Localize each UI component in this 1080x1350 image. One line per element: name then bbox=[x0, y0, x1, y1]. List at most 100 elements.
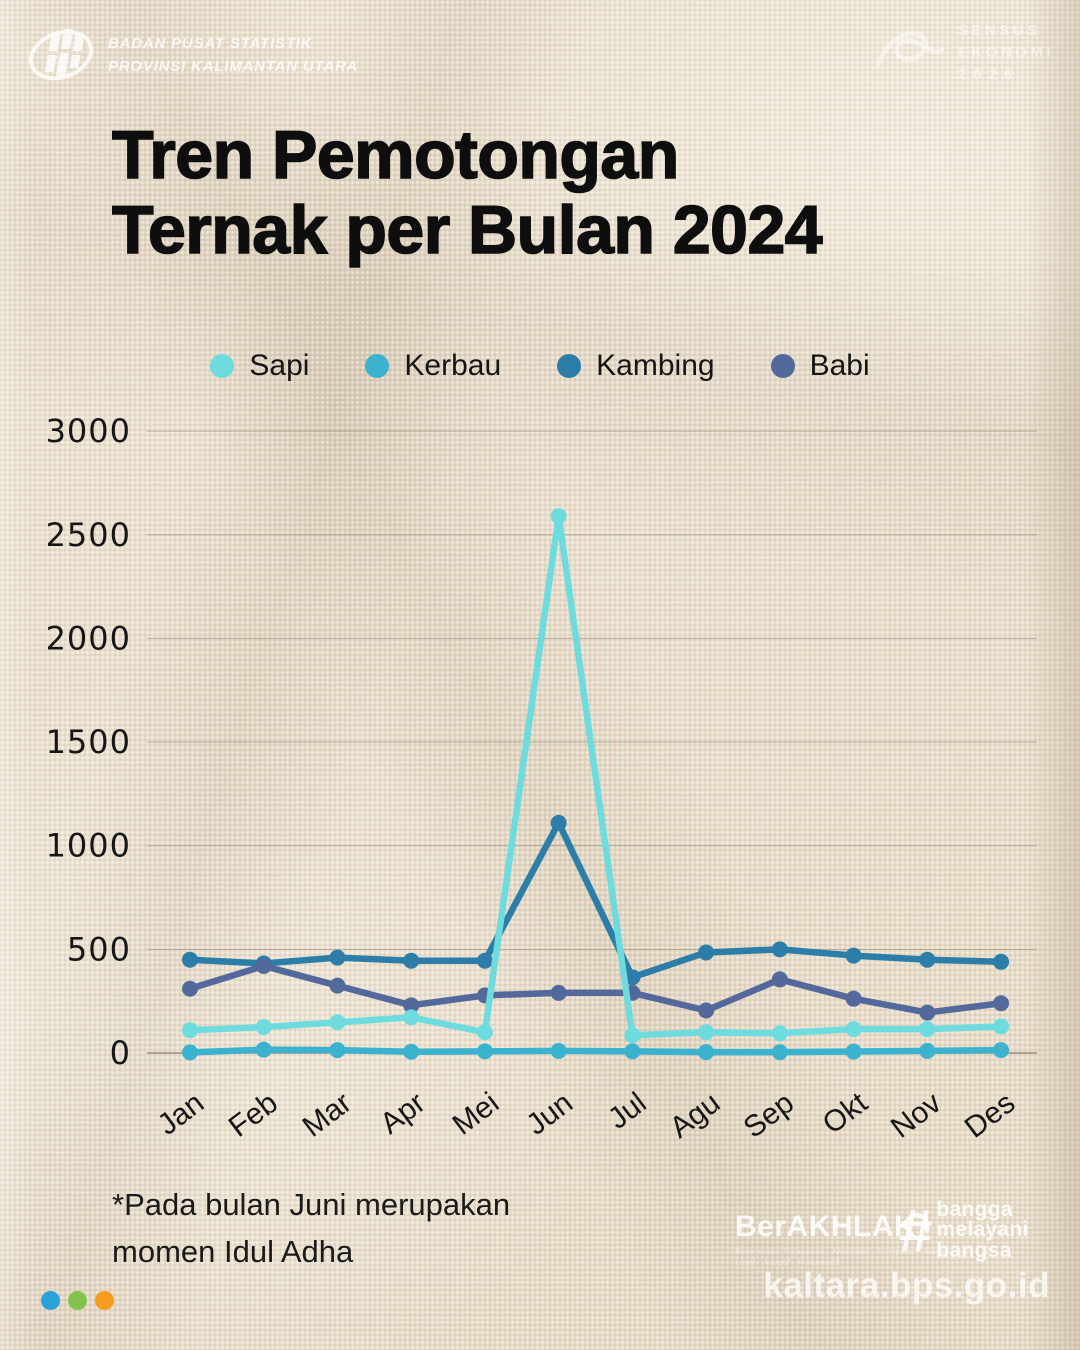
sensus-ekonomi-logo-icon bbox=[875, 30, 945, 68]
footer-dot-2 bbox=[68, 1291, 87, 1310]
legend-dot-kerbau-icon bbox=[365, 354, 390, 378]
point-babi-mar bbox=[329, 977, 346, 994]
sensus-ekonomi-text: SENSUS EKONOMI 2026 bbox=[958, 20, 1054, 85]
point-kambing-apr bbox=[403, 952, 420, 969]
page-title-line2: Ternak per Bulan 2024 bbox=[111, 191, 823, 268]
legend-item-kambing: Kambing bbox=[557, 349, 715, 383]
point-sapi-agu bbox=[698, 1024, 715, 1041]
point-kerbau-okt bbox=[845, 1043, 862, 1060]
xtick-label-agu: Agu bbox=[664, 1086, 726, 1144]
legend-label-kerbau: Kerbau bbox=[404, 349, 502, 382]
point-kambing-mei bbox=[476, 952, 493, 969]
series-kerbau bbox=[182, 1041, 1010, 1061]
xtick-label-feb: Feb bbox=[223, 1086, 284, 1143]
point-sapi-jun bbox=[550, 508, 567, 525]
series-line-sapi bbox=[186, 512, 1005, 1039]
bangga-melayani-bangsa-logo: # bangga melayani bangsa bbox=[898, 1196, 1029, 1265]
point-sapi-sep bbox=[771, 1025, 788, 1042]
org-name: BADAN PUSAT STATISTIK PROVINSI KALIMANTA… bbox=[108, 32, 358, 79]
series-sapi bbox=[182, 508, 1010, 1044]
legend-label-babi: Babi bbox=[809, 349, 870, 382]
point-kerbau-apr bbox=[403, 1043, 420, 1060]
point-kerbau-nov bbox=[919, 1042, 936, 1059]
point-babi-okt bbox=[845, 990, 862, 1007]
point-babi-des bbox=[993, 995, 1010, 1012]
footnote: *Pada bulan Juni merupakan momen Idul Ad… bbox=[112, 1182, 510, 1275]
page-title-line1: Tren Pemotongan bbox=[111, 117, 680, 193]
xtick-label-mei: Mei bbox=[447, 1086, 505, 1141]
xtick-label-jan: Jan bbox=[152, 1086, 210, 1141]
ytick-label-3000: 3000 bbox=[46, 412, 131, 450]
point-babi-jun bbox=[550, 984, 567, 1001]
hashtag-icon: # bbox=[898, 1197, 932, 1264]
org-name-line2: PROVINSI KALIMANTAN UTARA bbox=[108, 58, 359, 75]
point-sapi-feb bbox=[255, 1019, 272, 1036]
point-babi-sep bbox=[771, 971, 788, 988]
point-babi-agu bbox=[698, 1002, 715, 1019]
point-kambing-des bbox=[993, 953, 1010, 970]
hashtag-word-bangsa: bangsa bbox=[936, 1238, 1012, 1262]
sensus-year: 2026 bbox=[957, 65, 1020, 83]
xtick-label-des: Des bbox=[959, 1086, 1021, 1144]
series-line-kerbau bbox=[186, 1046, 1005, 1056]
bps-brand: BADAN PUSAT STATISTIK PROVINSI KALIMANTA… bbox=[26, 20, 358, 90]
org-name-line1: BADAN PUSAT STATISTIK bbox=[108, 34, 313, 52]
point-kerbau-jul bbox=[624, 1043, 641, 1060]
point-kerbau-mei bbox=[476, 1043, 493, 1060]
point-kerbau-des bbox=[993, 1042, 1010, 1059]
point-babi-apr bbox=[403, 997, 420, 1014]
point-babi-feb bbox=[255, 957, 272, 974]
legend-item-kerbau: Kerbau bbox=[365, 349, 501, 383]
point-kambing-agu bbox=[698, 944, 715, 961]
sensus-line1: SENSUS bbox=[957, 22, 1041, 39]
series-babi bbox=[182, 957, 1010, 1021]
point-sapi-apr bbox=[403, 1009, 420, 1026]
legend-dot-sapi-icon bbox=[210, 354, 235, 378]
xtick-label-apr: Apr bbox=[374, 1086, 431, 1140]
chart-legend: Sapi Kerbau Kambing Babi bbox=[0, 349, 1080, 383]
point-kerbau-sep bbox=[771, 1044, 788, 1061]
point-kambing-jun bbox=[550, 814, 567, 831]
point-babi-jan bbox=[182, 980, 198, 997]
berakhlak-logo: BerAKHLAK❯ Berorientasi Pelayanan · Akun… bbox=[735, 1202, 962, 1269]
xtick-label-jul: Jul bbox=[602, 1086, 652, 1135]
point-sapi-jan bbox=[182, 1022, 198, 1039]
point-kerbau-jun bbox=[550, 1042, 567, 1059]
legend-item-babi: Babi bbox=[770, 349, 870, 383]
series-kambing bbox=[182, 814, 1010, 986]
ytick-label-1500: 1500 bbox=[46, 723, 131, 761]
point-sapi-mei bbox=[476, 1024, 493, 1041]
footnote-line2: momen Idul Adha bbox=[112, 1233, 354, 1269]
hashtag-word-melayani: melayani bbox=[936, 1218, 1029, 1242]
ytick-label-0: 0 bbox=[110, 1034, 131, 1072]
footer-dot-3 bbox=[95, 1291, 114, 1310]
legend-dot-babi-icon bbox=[770, 354, 795, 378]
bps-logo-icon bbox=[28, 29, 94, 81]
xtick-label-sep: Sep bbox=[738, 1086, 800, 1144]
xtick-label-jun: Jun bbox=[520, 1086, 578, 1141]
legend-dot-kambing-icon bbox=[557, 354, 582, 378]
point-kerbau-jan bbox=[182, 1044, 198, 1061]
ytick-label-2000: 2000 bbox=[46, 619, 131, 657]
footer-dots bbox=[41, 1291, 114, 1310]
footnote-line1: *Pada bulan Juni merupakan bbox=[112, 1187, 511, 1222]
ytick-label-500: 500 bbox=[67, 930, 131, 968]
point-sapi-mar bbox=[329, 1014, 346, 1031]
xtick-label-mar: Mar bbox=[297, 1086, 358, 1143]
berakhlak-label: BerAKHLAK bbox=[735, 1210, 917, 1243]
series-line-kambing bbox=[186, 819, 1005, 981]
series-line-babi bbox=[186, 962, 1005, 1016]
point-kambing-mar bbox=[329, 949, 346, 966]
berakhlak-tagline: Berorientasi Pelayanan · Akuntabel · Kom… bbox=[735, 1247, 962, 1269]
legend-item-sapi: Sapi bbox=[210, 349, 309, 383]
point-sapi-nov bbox=[919, 1021, 936, 1038]
hashtag-word-bangga: bangga bbox=[936, 1197, 1013, 1221]
point-kambing-nov bbox=[919, 951, 936, 968]
line-chart: 0 500 1000 1500 2000 2500 3000 Jan Feb Mar Apr Mei J… bbox=[46, 412, 1037, 1145]
berakhlak-tagline-line1: Berorientasi Pelayanan · Akuntabel · Kom… bbox=[735, 1247, 962, 1256]
point-kerbau-agu bbox=[698, 1044, 715, 1061]
legend-label-sapi: Sapi bbox=[249, 349, 310, 382]
point-sapi-jul bbox=[624, 1027, 641, 1044]
point-kerbau-mar bbox=[329, 1042, 346, 1059]
